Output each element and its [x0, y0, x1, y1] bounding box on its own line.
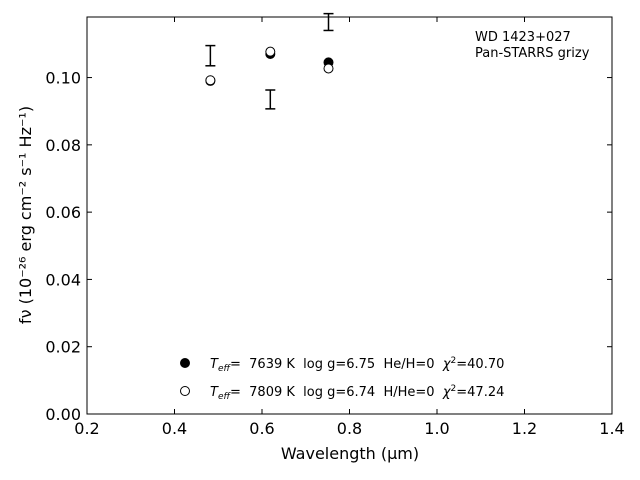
y-tick-label: 0.00 — [45, 405, 81, 424]
y-tick-label: 0.10 — [45, 69, 81, 88]
y-axis-label: fν (10⁻²⁶ erg cm⁻² s⁻¹ Hz⁻¹) — [16, 106, 35, 324]
plot-frame — [86, 16, 613, 415]
ticks: 0.2 0.4 0.6 0.8 1.0 1.2 1.4 0.00 0.02 0.04 0.06 0.0… — [45, 17, 625, 438]
legend-marker-open — [180, 386, 190, 396]
x-tick-label: 1.2 — [512, 419, 537, 438]
x-tick-label: 1.4 — [599, 419, 624, 438]
y-tick-label: 0.06 — [45, 203, 81, 222]
open-point — [323, 63, 334, 74]
y-tick-label: 0.02 — [45, 338, 81, 357]
y-tick-label: 0.04 — [45, 270, 81, 289]
legend-entry-1: Teff= 7639 K log g=6.75 He/H=0 χ2=40.70 — [210, 356, 504, 374]
x-tick-label: 1.0 — [424, 419, 449, 438]
x-tick-label: 0.4 — [162, 419, 187, 438]
x-axis-label: Wavelength (μm) — [281, 444, 419, 463]
legend: Teff= 7639 K log g=6.75 He/H=0 χ2=40.70 … — [180, 356, 504, 402]
marks — [205, 12, 334, 110]
y-tick-label: 0.08 — [45, 136, 81, 155]
annotation-line-1: WD 1423+027 — [475, 30, 571, 45]
legend-entry-2: Teff= 7809 K log g=6.74 H/He=0 χ2=47.24 — [210, 384, 504, 402]
x-tick-label: 0.8 — [337, 419, 362, 438]
annotation-line-2: Pan-STARRS grizy — [475, 46, 590, 61]
legend-marker-filled — [180, 358, 190, 368]
x-tick-label: 0.2 — [74, 419, 99, 438]
open-point — [265, 46, 276, 57]
x-tick-label: 0.6 — [249, 419, 274, 438]
open-point — [205, 75, 216, 86]
